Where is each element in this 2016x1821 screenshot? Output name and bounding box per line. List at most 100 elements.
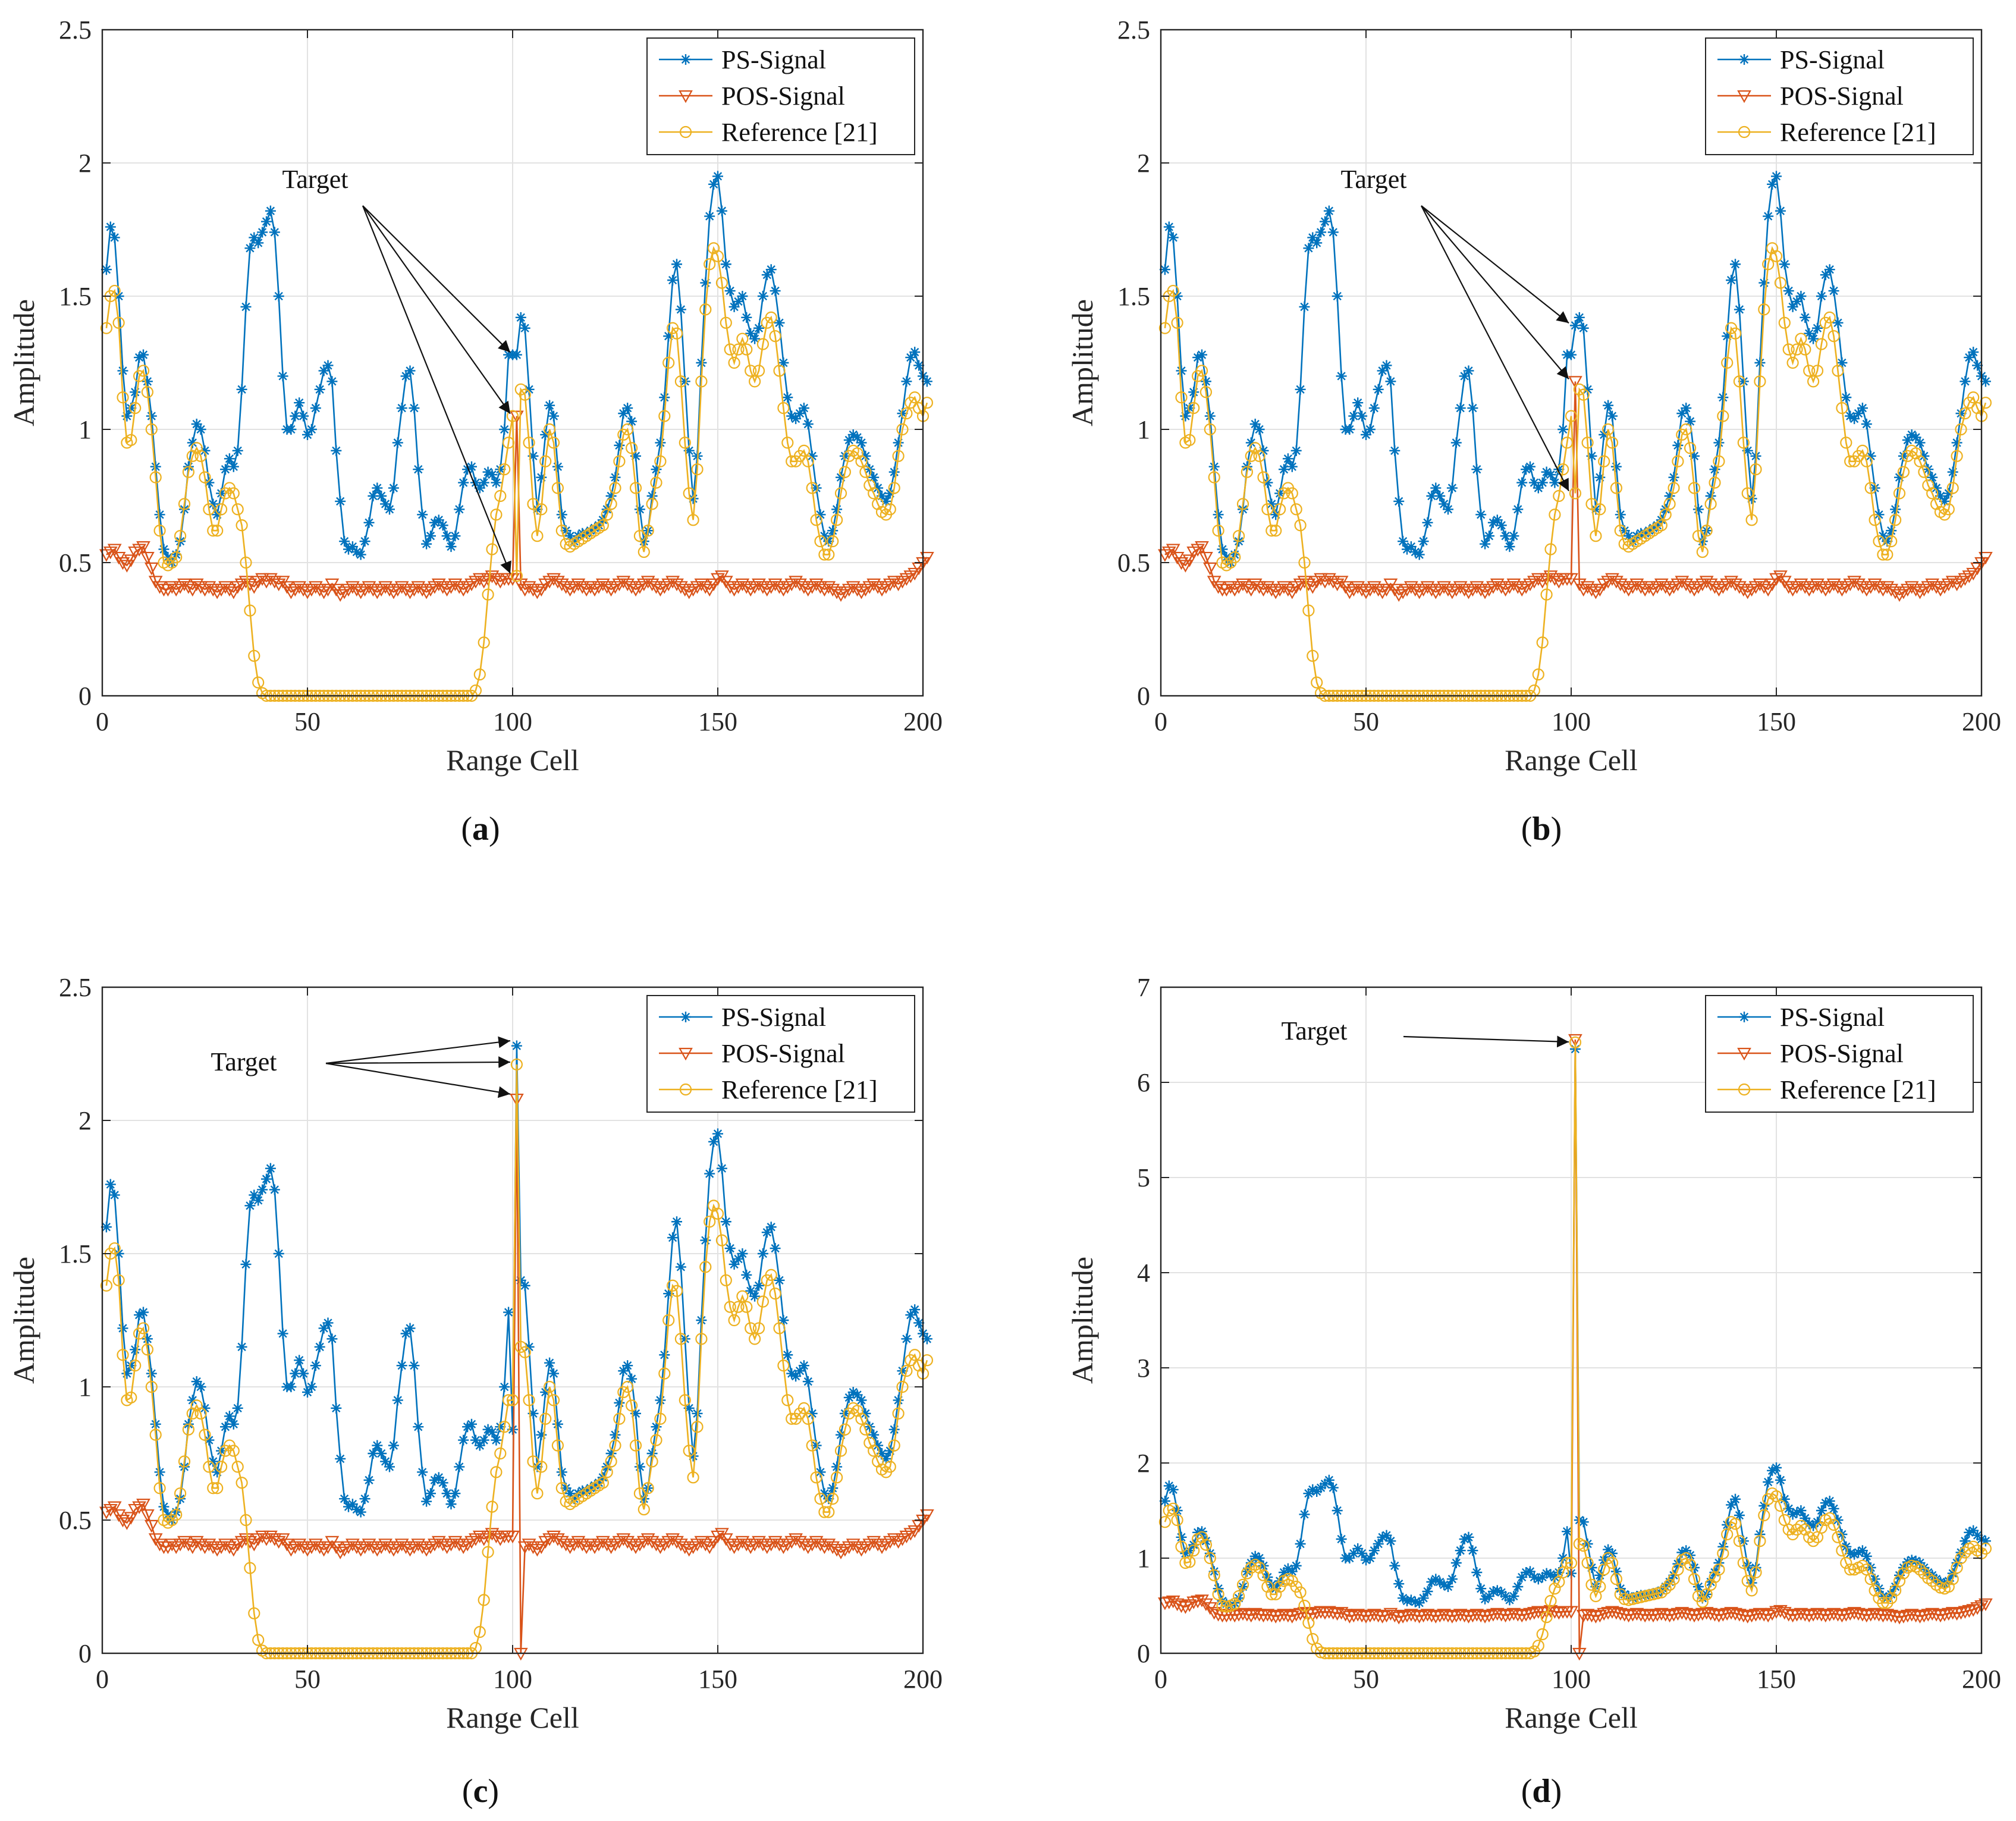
data-point bbox=[130, 1344, 141, 1355]
data-point bbox=[1315, 1482, 1327, 1493]
data-point bbox=[642, 525, 654, 537]
data-point bbox=[1754, 1529, 1766, 1540]
data-point bbox=[162, 552, 174, 563]
data-point bbox=[909, 1349, 921, 1361]
data-point bbox=[1418, 1593, 1429, 1604]
data-point bbox=[1566, 349, 1577, 360]
data-point bbox=[552, 461, 563, 472]
data-point bbox=[1791, 343, 1803, 356]
data-point bbox=[1799, 1523, 1811, 1536]
data-point bbox=[1519, 1609, 1533, 1622]
data-point bbox=[540, 1386, 551, 1398]
data-point bbox=[1459, 371, 1470, 382]
x-tick-label: 150 bbox=[698, 707, 737, 736]
series-pos-signal bbox=[1158, 376, 1993, 602]
data-point bbox=[638, 545, 650, 558]
data-point bbox=[1691, 1609, 1706, 1622]
legend-label: POS-Signal bbox=[721, 1039, 845, 1068]
data-point bbox=[810, 514, 822, 526]
data-point bbox=[670, 1285, 683, 1297]
data-point bbox=[1248, 1607, 1263, 1621]
data-point bbox=[1820, 269, 1831, 281]
data-point bbox=[302, 429, 313, 440]
data-point bbox=[651, 464, 662, 475]
data-point bbox=[544, 1357, 555, 1368]
target-label: Target bbox=[1282, 1016, 1348, 1045]
data-point bbox=[1523, 1607, 1537, 1621]
data-point bbox=[1540, 1611, 1553, 1624]
data-point bbox=[920, 1509, 934, 1522]
data-point bbox=[140, 1509, 155, 1522]
data-point bbox=[206, 1541, 221, 1555]
x-tick-label: 100 bbox=[493, 1665, 532, 1694]
data-point bbox=[129, 1360, 142, 1372]
data-point bbox=[1774, 1499, 1786, 1512]
data-point bbox=[613, 455, 626, 467]
data-point bbox=[1491, 1585, 1503, 1596]
data-point bbox=[1547, 1606, 1562, 1619]
data-point bbox=[1389, 1560, 1400, 1571]
y-tick-label: 2 bbox=[78, 1106, 92, 1135]
data-point bbox=[1594, 472, 1606, 483]
data-point bbox=[1590, 504, 1602, 515]
data-point bbox=[1789, 1609, 1804, 1622]
data-point bbox=[1158, 322, 1172, 334]
data-point bbox=[380, 1456, 391, 1467]
data-point bbox=[560, 525, 571, 536]
target-arrow bbox=[1421, 205, 1569, 492]
data-point bbox=[1639, 1590, 1651, 1603]
data-point bbox=[158, 1501, 169, 1512]
data-point bbox=[855, 1412, 868, 1425]
data-point bbox=[1597, 1607, 1612, 1621]
data-point bbox=[850, 583, 865, 597]
y-tick-label: 4 bbox=[1137, 1258, 1150, 1288]
data-point bbox=[1960, 376, 1971, 387]
data-point bbox=[1565, 410, 1578, 422]
data-point bbox=[441, 1488, 453, 1499]
legend-label: PS-Signal bbox=[721, 1003, 826, 1032]
data-point bbox=[634, 1461, 645, 1473]
data-point bbox=[585, 1483, 596, 1494]
data-point bbox=[1786, 356, 1799, 369]
data-point bbox=[1692, 504, 1704, 515]
data-point bbox=[1243, 1609, 1258, 1623]
data-point bbox=[698, 581, 713, 594]
data-point bbox=[1176, 365, 1187, 376]
data-point bbox=[1569, 320, 1581, 331]
data-point bbox=[339, 1493, 350, 1505]
data-point bbox=[1757, 581, 1772, 594]
data-point bbox=[1433, 1609, 1447, 1623]
data-point bbox=[450, 530, 461, 542]
data-point bbox=[638, 1493, 649, 1505]
data-point bbox=[1795, 1519, 1807, 1532]
data-point bbox=[1967, 1540, 1980, 1553]
data-point bbox=[720, 1274, 732, 1286]
data-point bbox=[1549, 1572, 1560, 1583]
data-point bbox=[1770, 250, 1783, 262]
data-point bbox=[1972, 1530, 1983, 1541]
data-point bbox=[253, 237, 264, 249]
data-point bbox=[683, 487, 695, 500]
data-point bbox=[860, 1408, 871, 1419]
data-point bbox=[1683, 581, 1697, 594]
data-point bbox=[1496, 1587, 1507, 1598]
data-point bbox=[1980, 376, 1991, 387]
data-point bbox=[1890, 504, 1901, 515]
data-point bbox=[888, 466, 900, 478]
data-point bbox=[752, 365, 765, 377]
data-point bbox=[1704, 498, 1717, 510]
data-point bbox=[1528, 477, 1540, 488]
data-point bbox=[1767, 1465, 1778, 1476]
data-point bbox=[1320, 1478, 1330, 1490]
data-point bbox=[1668, 472, 1679, 483]
data-point bbox=[1486, 1609, 1500, 1622]
data-point bbox=[1527, 1607, 1541, 1620]
data-point bbox=[1171, 1514, 1183, 1527]
data-point bbox=[753, 1280, 764, 1291]
data-point bbox=[253, 1195, 264, 1206]
data-point bbox=[1881, 548, 1893, 561]
data-point bbox=[1311, 1486, 1323, 1497]
data-point bbox=[1968, 347, 1979, 358]
data-point bbox=[526, 583, 541, 597]
panel-caption: (d) bbox=[1521, 1773, 1562, 1810]
